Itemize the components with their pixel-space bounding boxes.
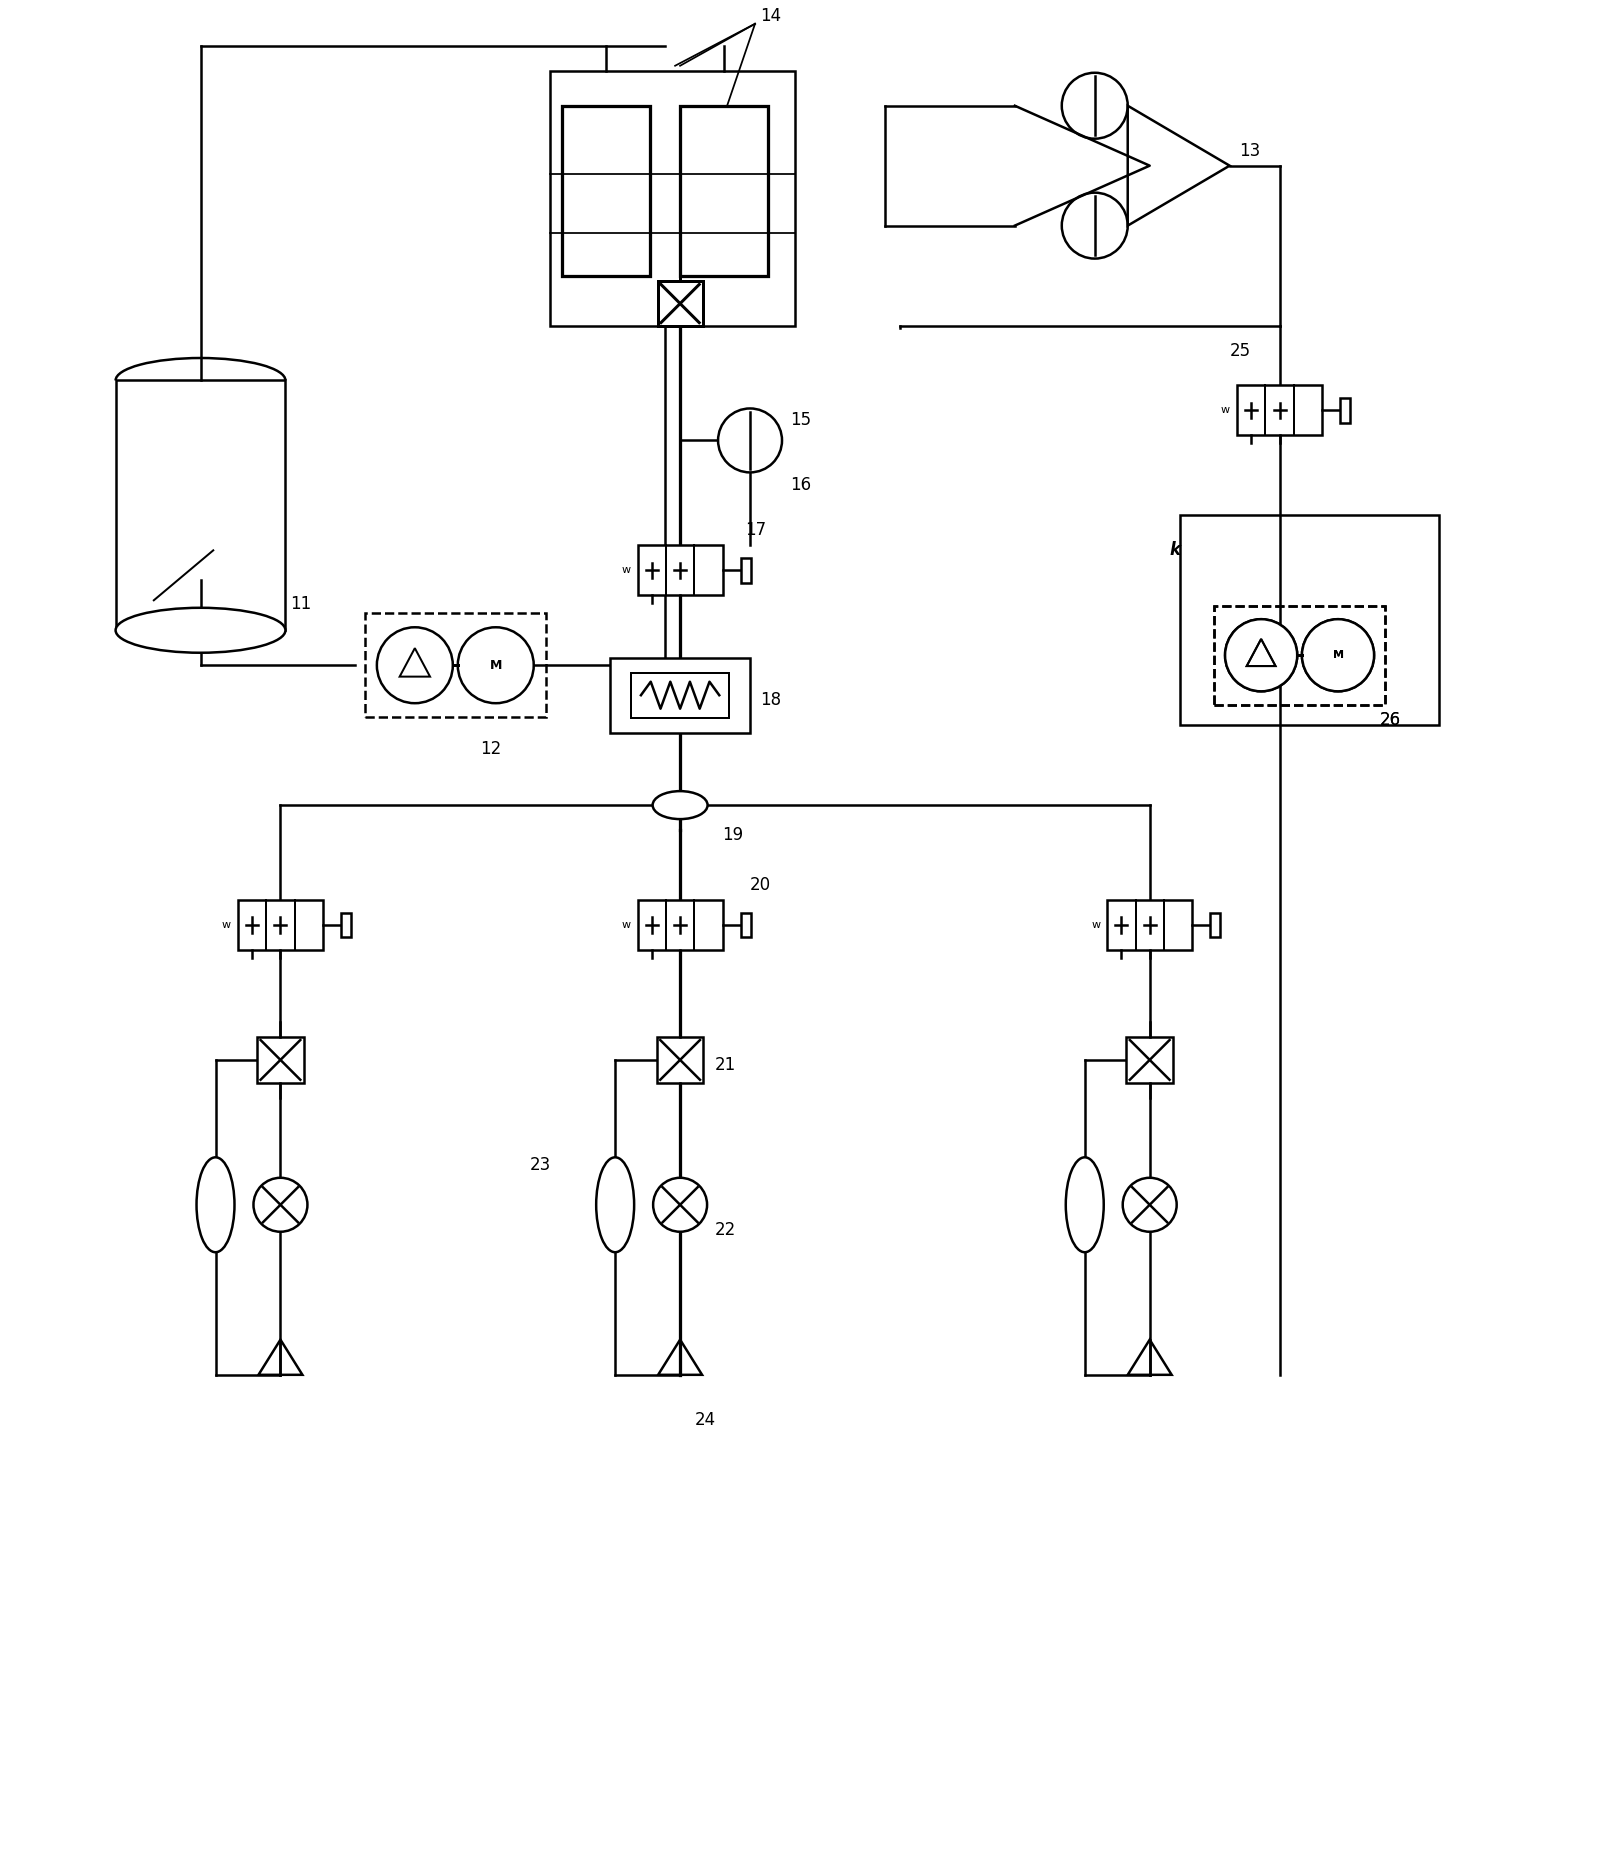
Text: 22: 22 (715, 1221, 736, 1239)
Bar (657, 281, 702, 326)
Bar (657, 1037, 704, 1084)
Bar (563, 105, 651, 276)
Text: 24: 24 (696, 1410, 717, 1429)
Bar (550, 71, 795, 326)
Circle shape (718, 409, 782, 472)
Text: 26: 26 (1380, 711, 1401, 729)
Bar (741, 913, 750, 938)
Text: 23: 23 (531, 1155, 551, 1174)
Bar (632, 673, 729, 718)
Bar (1127, 1037, 1173, 1084)
Text: w: w (1092, 921, 1100, 930)
Text: k: k (1170, 542, 1181, 559)
Text: M: M (1332, 651, 1343, 660)
Ellipse shape (197, 1157, 234, 1252)
Text: 16: 16 (790, 476, 811, 495)
Text: M: M (489, 658, 502, 671)
Text: w: w (622, 921, 630, 930)
Bar (1210, 913, 1220, 938)
Bar (256, 1037, 305, 1084)
Text: 17: 17 (745, 521, 766, 540)
Text: 12: 12 (481, 741, 502, 758)
Circle shape (1061, 73, 1129, 139)
Text: 18: 18 (760, 692, 781, 709)
Circle shape (458, 628, 534, 703)
Text: w: w (1221, 405, 1230, 416)
Text: 21: 21 (715, 1056, 736, 1074)
Bar (341, 913, 351, 938)
Circle shape (253, 1178, 308, 1232)
Ellipse shape (652, 791, 707, 819)
Circle shape (1225, 619, 1297, 692)
Bar (1238, 386, 1322, 435)
Text: 19: 19 (721, 827, 744, 844)
Text: 14: 14 (760, 8, 781, 24)
Text: 13: 13 (1239, 142, 1262, 159)
Circle shape (377, 628, 452, 703)
Ellipse shape (1066, 1157, 1104, 1252)
Text: 11: 11 (290, 594, 311, 613)
Text: M: M (1332, 651, 1343, 660)
Circle shape (1225, 619, 1297, 692)
Text: w: w (221, 921, 231, 930)
Bar (115, 381, 285, 630)
Bar (1108, 900, 1193, 951)
Bar (1340, 398, 1350, 424)
Circle shape (1302, 619, 1374, 692)
Bar (611, 658, 750, 733)
Bar (1180, 516, 1439, 726)
Circle shape (652, 1178, 707, 1232)
Bar (741, 559, 750, 583)
Bar (638, 900, 723, 951)
Text: w: w (622, 566, 630, 576)
Bar (680, 105, 768, 276)
Text: 20: 20 (750, 876, 771, 894)
Ellipse shape (596, 1157, 635, 1252)
Ellipse shape (115, 608, 285, 652)
Circle shape (1061, 193, 1129, 259)
Circle shape (1302, 619, 1374, 692)
Text: 26: 26 (1380, 711, 1401, 729)
Bar (237, 900, 322, 951)
Text: 15: 15 (790, 411, 811, 429)
Text: 25: 25 (1230, 341, 1250, 360)
Circle shape (1122, 1178, 1177, 1232)
Bar (638, 546, 723, 594)
